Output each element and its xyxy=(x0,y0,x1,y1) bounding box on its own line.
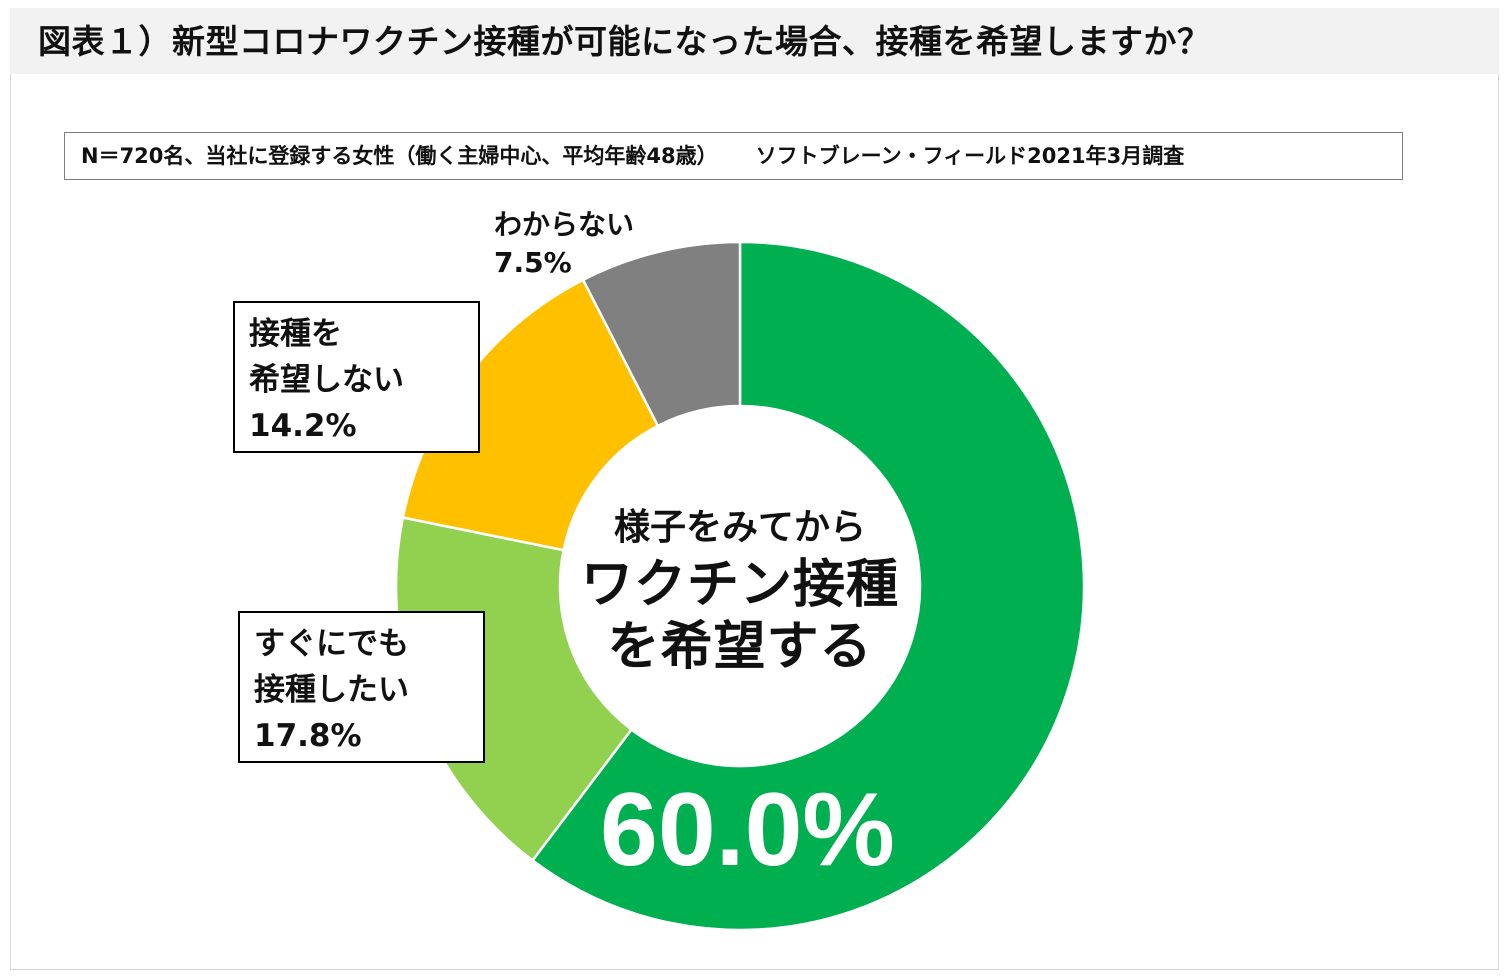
donut-slice-wait-and-see xyxy=(530,240,1086,932)
slice-percent-dont-know: 7.5% xyxy=(494,246,572,279)
slice-label-wait-and-see-line-1: 様子をみてから xyxy=(613,507,866,548)
slice-label-do-not-want: 接種を 希望しない 14.2% xyxy=(233,301,480,453)
survey-note-box: N＝720名、当社に登録する女性（働く主婦中心、平均年齢48歳） ソフトブレーン・… xyxy=(64,132,1403,180)
donut-slices xyxy=(394,240,1086,932)
chart-title: 図表１）新型コロナワクチン接種が可能になった場合、接種を希望しますか？ xyxy=(38,22,1211,61)
slice-label-do-not-want-line-2: 希望しない xyxy=(249,362,404,398)
slice-label-dont-know-line-1: わからない xyxy=(494,208,635,241)
slice-label-do-not-want-line-1: 接種を xyxy=(249,316,342,352)
slice-label-dont-know: わからない 7.5% xyxy=(494,206,634,282)
slice-percent-do-not-want: 14.2% xyxy=(249,408,357,444)
slice-label-wait-and-see-line-3: を希望する xyxy=(607,617,873,677)
slice-percent-immediately: 17.8% xyxy=(254,718,362,754)
slice-label-immediately-line-1: すぐにでも xyxy=(254,626,409,662)
slice-label-immediately-line-2: 接種したい xyxy=(254,672,409,708)
slice-label-wait-and-see: 様子をみてから ワクチン接種 を希望する xyxy=(560,502,920,678)
title-bar: 図表１）新型コロナワクチン接種が可能になった場合、接種を希望しますか？ xyxy=(10,8,1499,74)
slice-label-immediately: すぐにでも 接種したい 17.8% xyxy=(238,611,485,763)
survey-sample-text: N＝720名、当社に登録する女性（働く主婦中心、平均年齢48歳） xyxy=(81,144,718,168)
slice-label-wait-and-see-line-2: ワクチン接種 xyxy=(580,555,899,615)
survey-source-text: ソフトブレーン・フィールド2021年3月調査 xyxy=(755,144,1185,168)
donut-slice-immediately xyxy=(394,516,634,863)
survey-note: N＝720名、当社に登録する女性（働く主婦中心、平均年齢48歳） ソフトブレーン・… xyxy=(81,142,1184,170)
slice-percent-wait-and-see: 60.0% xyxy=(600,772,895,888)
donut-slice-dont-know xyxy=(581,240,742,428)
